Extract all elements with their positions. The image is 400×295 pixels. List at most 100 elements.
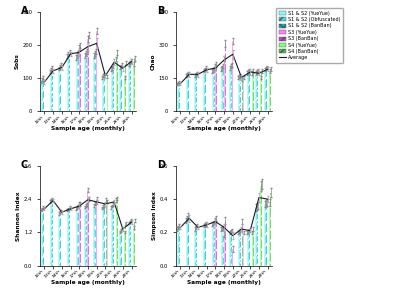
Bar: [265, 69, 266, 111]
Bar: [188, 73, 189, 111]
Bar: [104, 74, 105, 111]
Y-axis label: Simpson Index: Simpson Index: [152, 191, 157, 240]
Bar: [124, 232, 125, 266]
Bar: [266, 202, 267, 266]
Bar: [225, 43, 226, 111]
Bar: [96, 199, 97, 266]
Bar: [125, 63, 126, 111]
Bar: [213, 70, 214, 111]
Bar: [134, 221, 135, 266]
Bar: [125, 224, 126, 266]
Bar: [214, 222, 215, 266]
Bar: [229, 68, 230, 111]
Bar: [41, 82, 42, 111]
Legend: S1 & S2 (YueYue), S1 & S2 (Obfuscated), S1 & S2 (BanBan), S3 (YueYue), S3 (BanBa: S1 & S2 (YueYue), S1 & S2 (Obfuscated), …: [276, 8, 342, 63]
Bar: [59, 67, 60, 111]
Bar: [220, 69, 222, 111]
Bar: [178, 83, 179, 111]
Bar: [269, 202, 270, 266]
Bar: [69, 207, 70, 266]
Bar: [242, 222, 243, 266]
Bar: [43, 207, 44, 266]
Bar: [270, 69, 271, 111]
Text: B: B: [157, 6, 164, 16]
Bar: [111, 69, 112, 111]
Bar: [51, 200, 52, 266]
Bar: [69, 52, 70, 111]
Bar: [51, 70, 52, 111]
Bar: [231, 231, 232, 266]
Bar: [203, 71, 204, 111]
Bar: [256, 72, 257, 111]
Bar: [270, 193, 271, 266]
Bar: [117, 199, 118, 266]
Bar: [130, 220, 131, 266]
Text: C: C: [21, 160, 28, 170]
Bar: [239, 232, 240, 266]
Bar: [78, 53, 79, 111]
Bar: [213, 223, 214, 266]
Bar: [129, 222, 130, 266]
Bar: [42, 209, 43, 266]
Bar: [107, 77, 108, 111]
Bar: [252, 73, 253, 111]
Bar: [121, 65, 122, 111]
Bar: [124, 78, 125, 111]
Bar: [188, 216, 189, 266]
Bar: [260, 186, 261, 266]
Bar: [103, 76, 104, 111]
Bar: [194, 76, 195, 111]
X-axis label: Sample age (monthly): Sample age (monthly): [51, 280, 125, 285]
Bar: [260, 78, 261, 111]
Bar: [78, 206, 79, 266]
Bar: [223, 66, 224, 111]
Bar: [88, 35, 89, 111]
Bar: [121, 229, 122, 266]
Bar: [93, 205, 94, 266]
Bar: [128, 64, 129, 111]
Bar: [133, 228, 134, 266]
Bar: [177, 84, 178, 111]
Bar: [212, 71, 213, 111]
Bar: [247, 73, 248, 111]
Bar: [204, 69, 205, 111]
Bar: [94, 204, 95, 266]
Bar: [117, 52, 118, 111]
Bar: [231, 65, 232, 111]
X-axis label: Sample age (monthly): Sample age (monthly): [187, 280, 261, 285]
Bar: [232, 249, 233, 266]
Bar: [128, 223, 129, 266]
Bar: [252, 232, 253, 266]
Bar: [86, 204, 87, 266]
Bar: [68, 209, 69, 266]
Bar: [106, 200, 107, 266]
Bar: [42, 80, 43, 111]
Bar: [68, 54, 69, 111]
Bar: [240, 76, 241, 111]
Bar: [120, 230, 121, 266]
Y-axis label: Shannon Index: Shannon Index: [16, 191, 21, 240]
Bar: [103, 206, 104, 266]
Bar: [84, 207, 85, 266]
Bar: [102, 208, 103, 266]
Bar: [60, 211, 61, 266]
Bar: [76, 209, 77, 266]
Bar: [179, 82, 180, 111]
Bar: [58, 214, 59, 266]
Bar: [179, 226, 180, 266]
Bar: [77, 55, 78, 111]
Bar: [60, 65, 61, 111]
Bar: [113, 66, 114, 111]
Bar: [238, 232, 239, 266]
Bar: [243, 232, 244, 266]
Bar: [95, 202, 96, 266]
Bar: [186, 76, 187, 111]
Bar: [80, 46, 81, 111]
Bar: [232, 41, 233, 111]
Bar: [194, 229, 195, 266]
Bar: [96, 31, 97, 111]
Bar: [129, 63, 130, 111]
Bar: [205, 68, 206, 111]
Bar: [84, 55, 85, 111]
Bar: [58, 69, 59, 111]
